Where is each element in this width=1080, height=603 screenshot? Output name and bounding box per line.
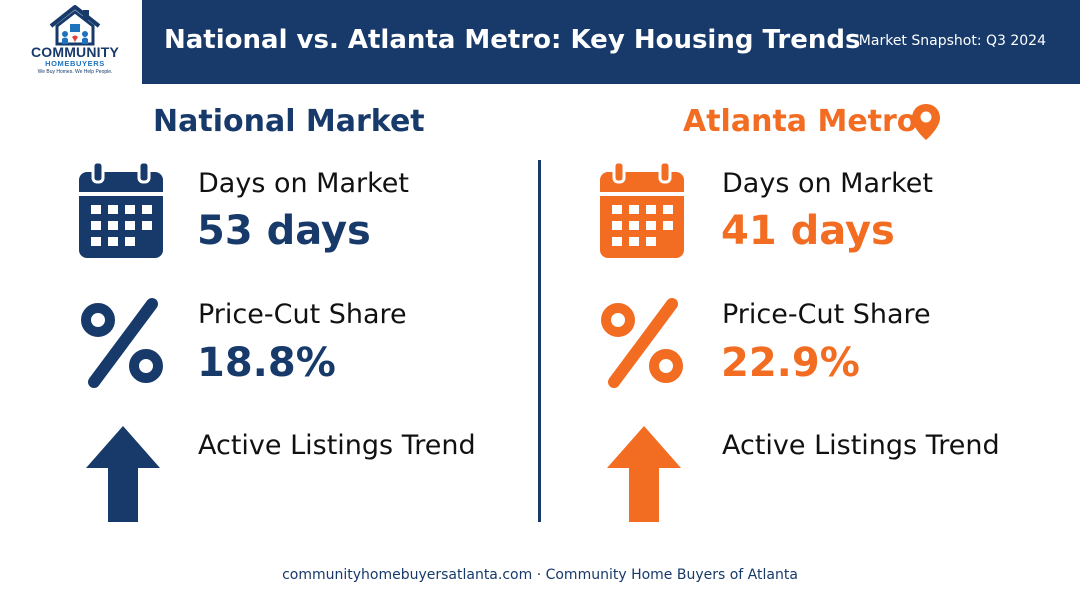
page-title: National vs. Atlanta Metro: Key Housing … [164, 25, 861, 55]
house-logo-icon [49, 5, 101, 46]
national-days-value: 53 days [197, 208, 371, 254]
percent-icon [81, 298, 163, 388]
percent-icon [601, 298, 683, 388]
calendar-icon [79, 160, 163, 258]
national-price-cut-value: 18.8% [197, 340, 336, 386]
national-listings-label: Active Listings Trend [198, 430, 476, 461]
national-price-cut-label: Price-Cut Share [198, 299, 407, 330]
column-divider [538, 160, 541, 522]
atlanta-price-cut-label: Price-Cut Share [722, 299, 931, 330]
atlanta-days-label: Days on Market [722, 168, 933, 199]
header-bar: COMMUNITY HOMEBUYERS We Buy Homes. We He… [0, 0, 1080, 84]
calendar-icon [600, 160, 684, 258]
logo-tagline: We Buy Homes. We Help People. [37, 69, 113, 75]
market-snapshot-label: Market Snapshot: Q3 2024 [858, 33, 1046, 49]
logo-subtitle: HOMEBUYERS [45, 59, 105, 68]
arrow-up-icon [86, 426, 160, 522]
atlanta-listings-label: Active Listings Trend [722, 430, 1000, 461]
logo-title: COMMUNITY [30, 44, 120, 60]
national-days-label: Days on Market [198, 168, 409, 199]
footer-text: communityhomebuyersatlanta.com · Communi… [282, 567, 798, 583]
arrow-up-icon [607, 426, 681, 522]
map-pin-icon [912, 104, 940, 140]
atlanta-price-cut-value: 22.9% [721, 340, 860, 386]
national-heading: National Market [153, 104, 425, 139]
atlanta-days-value: 41 days [721, 208, 895, 254]
atlanta-heading: Atlanta Metro [683, 104, 918, 139]
logo: COMMUNITY HOMEBUYERS We Buy Homes. We He… [0, 0, 142, 84]
